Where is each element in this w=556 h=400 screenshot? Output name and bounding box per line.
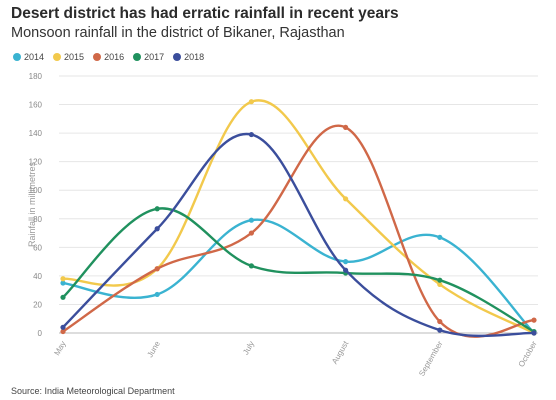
y-tick-label: 20: [33, 300, 42, 309]
legend-item-2015[interactable]: 2015: [53, 52, 84, 62]
data-point-2014-june: [154, 291, 160, 298]
legend-label: 2015: [64, 52, 85, 62]
y-tick-label: 100: [29, 186, 43, 195]
data-point-2015-august: [343, 196, 349, 202]
y-tick-label: 180: [29, 72, 43, 81]
legend-label: 2016: [104, 52, 125, 62]
y-tick-label: 0: [38, 329, 43, 338]
x-tick-label-june: June: [145, 339, 162, 359]
data-point-2015-may: [60, 276, 66, 282]
data-point-2017-may: [60, 294, 66, 300]
source-note: Source: India Meteorological Department: [11, 386, 175, 396]
legend-item-2018[interactable]: 2018: [173, 52, 204, 62]
data-point-2016-september: [437, 318, 443, 325]
y-tick-label: 40: [33, 272, 42, 281]
y-tick-label: 80: [33, 215, 42, 224]
legend-swatch: [173, 53, 182, 61]
legend-item-2014[interactable]: 2014: [13, 52, 44, 62]
data-point-2015-september: [437, 281, 443, 288]
data-point-2014-september: [437, 234, 443, 240]
x-tick-label-may: May: [52, 340, 67, 358]
series-line-2016: [61, 124, 536, 338]
data-point-2017-june: [154, 206, 160, 212]
series-line-2014: [61, 218, 536, 335]
y-tick-label: 160: [29, 101, 43, 110]
data-point-2018-september: [437, 327, 443, 333]
data-point-2018-june: [154, 226, 160, 232]
y-axis-label: Rainfall in millimetres: [27, 161, 37, 247]
x-tick-label-august: August: [330, 339, 351, 366]
x-tick-label-october: October: [517, 339, 539, 368]
data-point-2016-may: [60, 328, 66, 335]
data-point-2016-july: [248, 230, 254, 236]
legend: 2014 2015 2016 2017 2018: [13, 52, 204, 62]
data-point-2018-august: [343, 267, 349, 273]
y-tick-label: 140: [29, 129, 43, 138]
legend-label: 2017: [144, 52, 165, 62]
y-tick-label: 60: [33, 243, 42, 252]
legend-label: 2018: [184, 52, 205, 62]
data-point-2016-august: [343, 124, 349, 130]
data-point-2018-july: [248, 131, 254, 138]
legend-item-2017[interactable]: 2017: [133, 52, 164, 62]
legend-swatch: [53, 53, 62, 61]
data-point-2018-may: [60, 324, 66, 330]
data-point-2016-october: [531, 317, 537, 323]
legend-label: 2014: [24, 52, 45, 62]
data-point-2018-october: [531, 330, 537, 336]
x-tick-label-september: September: [417, 339, 445, 378]
series-line-2017: [61, 207, 536, 333]
data-point-2014-may: [60, 280, 66, 286]
data-point-2015-july: [248, 99, 254, 105]
data-point-2014-august: [343, 259, 349, 265]
legend-item-2016[interactable]: 2016: [93, 52, 124, 62]
legend-swatch: [133, 53, 142, 61]
data-point-2017-july: [248, 263, 254, 269]
chart-subtitle: Monsoon rainfall in the district of Bika…: [11, 25, 345, 41]
data-point-2016-june: [154, 266, 160, 272]
data-point-2014-july: [248, 217, 254, 223]
x-tick-label-july: July: [241, 340, 256, 357]
legend-swatch: [13, 53, 21, 61]
chart-title: Desert district has had erratic rainfall…: [11, 5, 399, 22]
legend-swatch: [93, 53, 102, 61]
data-point-2017-september: [437, 277, 443, 283]
y-tick-label: 120: [29, 158, 43, 167]
